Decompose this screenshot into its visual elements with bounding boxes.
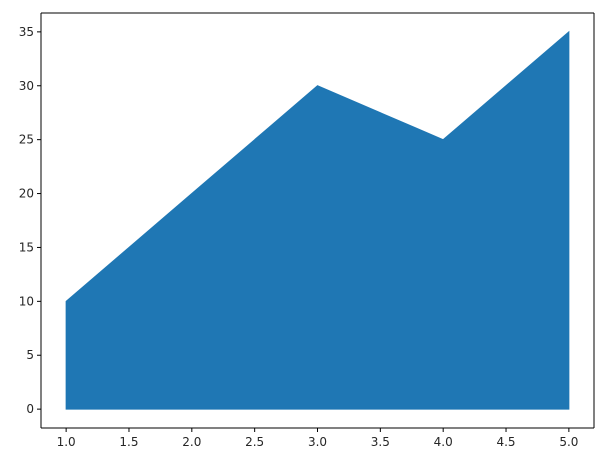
x-tick-label: 5.0 [559,435,578,449]
x-tick-label: 4.5 [496,435,515,449]
axes-layer [40,12,595,429]
x-tick-label: 3.0 [308,435,327,449]
x-tick-label: 4.0 [434,435,453,449]
x-tick-label: 3.5 [371,435,390,449]
x-tick-label: 2.0 [182,435,201,449]
y-tick-label: 0 [26,402,34,416]
x-tick-label: 2.5 [245,435,264,449]
y-tick-label: 15 [19,240,34,254]
y-tick-label: 20 [19,187,34,201]
area-layer [65,30,570,410]
y-tick-label: 35 [19,25,34,39]
y-tick-label: 30 [19,79,34,93]
y-tick-label: 10 [19,294,34,308]
ticks-layer: 1.0 1.5 2.0 2.5 3.0 3.5 4.0 4.5 5.0 0 5 10 15 20 25 30 3… [19,25,579,449]
x-tick-label: 1.0 [57,435,76,449]
x-tick-label: 1.5 [119,435,138,449]
y-tick-label: 5 [26,348,34,362]
y-tick-label: 25 [19,133,34,147]
area-fill-series-0 [65,30,570,410]
